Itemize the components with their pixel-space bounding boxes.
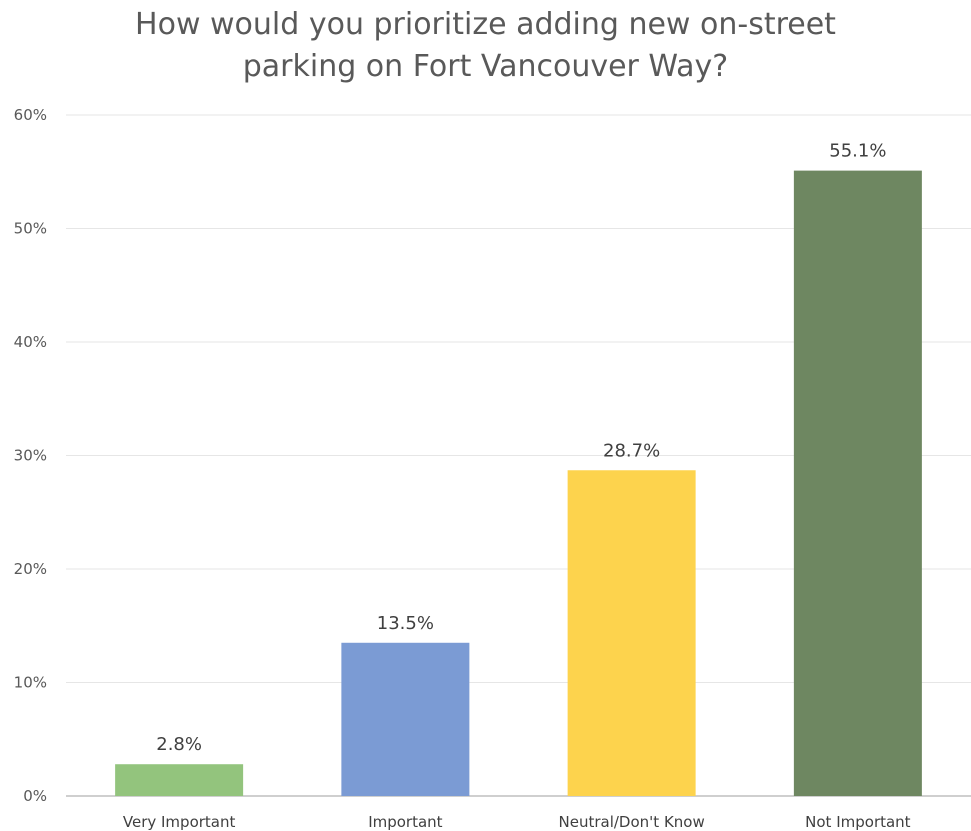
x-tick-label: Important: [368, 813, 442, 831]
bar: [793, 170, 922, 797]
y-tick-label: 60%: [14, 106, 47, 124]
y-tick-label: 10%: [14, 674, 47, 692]
y-tick-label: 40%: [14, 333, 47, 351]
data-label: 2.8%: [156, 734, 202, 755]
y-tick-label: 20%: [14, 560, 47, 578]
bar: [341, 642, 470, 796]
data-label: 28.7%: [603, 440, 660, 461]
x-tick-label: Very Important: [123, 813, 236, 831]
y-tick-label: 0%: [23, 787, 47, 805]
y-tick-label: 50%: [14, 220, 47, 238]
chart-title-line-1: How would you prioritize adding new on-s…: [135, 7, 836, 42]
chart-title-line-2: parking on Fort Vancouver Way?: [242, 49, 729, 84]
data-label: 55.1%: [829, 141, 886, 162]
bar: [567, 470, 696, 796]
y-tick-label: 30%: [14, 447, 47, 465]
data-label: 13.5%: [377, 613, 434, 634]
x-tick-label: Not Important: [805, 813, 911, 831]
chart-title: How would you prioritize adding new on-s…: [0, 4, 971, 88]
bar: [115, 764, 244, 796]
x-tick-label: Neutral/Don't Know: [559, 813, 705, 831]
